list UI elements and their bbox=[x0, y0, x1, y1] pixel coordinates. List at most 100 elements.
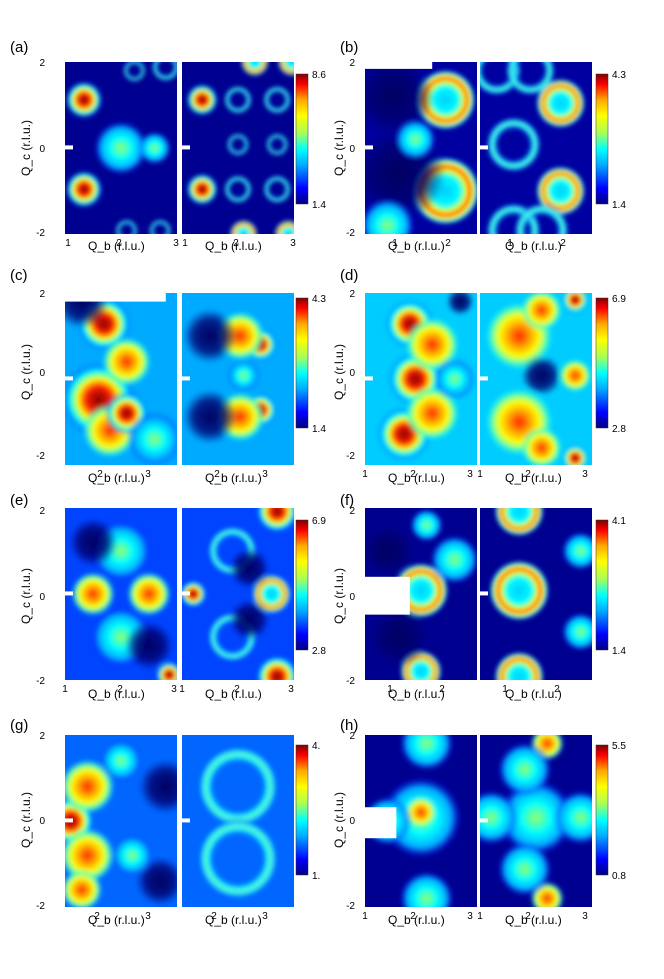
x-axis-label: Q_b (r.l.u.) bbox=[88, 913, 145, 927]
y-tick-label: 0 bbox=[39, 368, 45, 379]
x-axis-label: Q_b (r.l.u.) bbox=[505, 239, 562, 253]
map-calculated-0-feature-7 bbox=[266, 133, 288, 156]
map-calculated-1-feature-0 bbox=[536, 79, 585, 128]
y-axis-label: Q_c (r.l.u.) bbox=[332, 568, 346, 624]
map-measured-4-feature-0 bbox=[71, 572, 115, 616]
map-measured-6-zero-marker bbox=[65, 818, 73, 823]
x-tick-label: 2 bbox=[94, 911, 100, 922]
colorbar-max-label: 4. bbox=[312, 741, 320, 752]
map-calculated-4-feature-6 bbox=[229, 548, 270, 589]
map-calculated-0 bbox=[182, 62, 294, 234]
map-calculated-4 bbox=[182, 508, 294, 680]
map-calculated-2-feature-4 bbox=[183, 309, 237, 363]
map-measured-0-feature-7 bbox=[149, 219, 171, 234]
map-measured-6-feature-2 bbox=[65, 828, 115, 883]
map-measured-4-zero-marker bbox=[65, 591, 73, 596]
map-measured-1-no-data-0 bbox=[365, 62, 433, 69]
x-tick-label: 1 bbox=[507, 238, 513, 249]
y-axis-label: Q_c (r.l.u.) bbox=[19, 344, 33, 400]
panel-d: (d) 2 0 -2 1 1 2 2 3 3 Q_b (r.l.u.) Q_b (r.l.u.) Q_c… bbox=[332, 267, 626, 485]
colorbar-max-label: 8.6 bbox=[312, 70, 326, 81]
map-measured-0-feature-6 bbox=[115, 219, 138, 234]
x-tick-label: 1 bbox=[362, 911, 368, 922]
map-measured-2-feature-5 bbox=[127, 412, 177, 465]
colorbar-min-label: 1. bbox=[312, 871, 320, 882]
x-axis-label: Q_b (r.l.u.) bbox=[505, 471, 562, 485]
map-calculated-0-feature-9 bbox=[278, 62, 294, 76]
x-axis-label: Q_b (r.l.u.) bbox=[88, 687, 145, 701]
map-calculated-1-feature-6 bbox=[514, 203, 569, 234]
y-tick-label: 2 bbox=[349, 58, 355, 69]
x-axis-label: Q_b (r.l.u.) bbox=[388, 471, 445, 485]
map-calculated-1 bbox=[480, 62, 592, 234]
x-tick-label: 3 bbox=[171, 684, 177, 695]
map-calculated-7-feature-0 bbox=[498, 779, 574, 856]
map-calculated-2-feature-6 bbox=[227, 359, 260, 392]
colorbar-min-label: 2.8 bbox=[312, 646, 326, 657]
map-calculated-0-feature-5 bbox=[263, 175, 291, 203]
map-calculated-7 bbox=[480, 735, 592, 907]
map-measured-7-no-data-0 bbox=[365, 807, 397, 839]
y-axis-label: Q_c (r.l.u.) bbox=[332, 344, 346, 400]
x-tick-label: 1 bbox=[387, 684, 393, 695]
map-calculated-0-zero-marker bbox=[182, 145, 190, 150]
colorbar bbox=[595, 297, 609, 429]
map-calculated-4-zero-marker bbox=[182, 591, 190, 596]
x-tick-label: 1 bbox=[182, 238, 188, 249]
map-calculated-0-feature-2 bbox=[224, 86, 252, 114]
panel-label: (c) bbox=[10, 267, 28, 284]
map-calculated-4-feature-0 bbox=[182, 580, 207, 608]
y-tick-label: -2 bbox=[36, 451, 45, 462]
colorbar-min-label: 1.4 bbox=[312, 200, 326, 211]
y-tick-label: 2 bbox=[349, 731, 355, 742]
map-measured-4-feature-5 bbox=[124, 621, 174, 670]
colorbar bbox=[295, 744, 309, 876]
colorbar bbox=[595, 73, 609, 205]
map-calculated-2-zero-marker bbox=[182, 376, 190, 381]
map-measured-4 bbox=[65, 508, 177, 680]
map-measured-6-feature-5 bbox=[100, 740, 142, 781]
map-calculated-5-feature-2 bbox=[495, 652, 544, 680]
y-tick-label: -2 bbox=[346, 451, 355, 462]
map-calculated-6-feature-0 bbox=[197, 746, 279, 827]
map-measured-5-zero-marker bbox=[365, 591, 373, 596]
x-axis-label: Q_b (r.l.u.) bbox=[505, 913, 562, 927]
x-axis-label: Q_b (r.l.u.) bbox=[205, 913, 262, 927]
panel-g: (g)20-22 23 3Q_b (r.l.u.) Q_b (r.l.u.)Q_c (… bbox=[10, 717, 320, 927]
y-tick-label: -2 bbox=[346, 901, 355, 912]
map-calculated-6-zero-marker bbox=[182, 818, 190, 823]
x-tick-label: 3 bbox=[582, 911, 588, 922]
x-tick-label: 3 bbox=[173, 238, 179, 249]
x-tick-label: 1 bbox=[62, 684, 68, 695]
x-tick-label: 1 bbox=[477, 911, 483, 922]
map-measured-3-feature-5 bbox=[446, 293, 474, 316]
x-tick-label: 3 bbox=[262, 911, 268, 922]
colorbar bbox=[295, 73, 309, 205]
y-tick-label: -2 bbox=[346, 228, 355, 239]
map-calculated-2 bbox=[182, 293, 294, 465]
x-tick-label: 3 bbox=[582, 469, 588, 480]
map-calculated-3-feature-2 bbox=[561, 293, 589, 314]
y-tick-label: 2 bbox=[39, 731, 45, 742]
colorbar-max-label: 5.5 bbox=[612, 741, 626, 752]
x-tick-label: 3 bbox=[467, 911, 473, 922]
colorbar-max-label: 4.3 bbox=[612, 70, 626, 81]
y-tick-label: -2 bbox=[36, 901, 45, 912]
y-tick-label: 2 bbox=[349, 506, 355, 517]
panel-label: (h) bbox=[340, 717, 358, 734]
map-measured-6-feature-3 bbox=[138, 759, 177, 814]
panels-layer: (a)20-21 12 23 3Q_b (r.l.u.) Q_b (r.l.u.)Q_c… bbox=[10, 39, 626, 927]
map-measured-0 bbox=[65, 62, 177, 234]
map-calculated-2-feature-5 bbox=[183, 389, 237, 444]
x-tick-label: 1 bbox=[179, 684, 185, 695]
map-measured-7-feature-1 bbox=[404, 796, 438, 829]
map-calculated-3-feature-4 bbox=[559, 359, 592, 392]
colorbar-min-label: 0.8 bbox=[612, 871, 626, 882]
y-tick-label: 2 bbox=[39, 506, 45, 517]
map-measured-0-feature-4 bbox=[94, 121, 148, 175]
colorbar-max-label: 6.9 bbox=[612, 294, 626, 305]
panel-label: (a) bbox=[10, 39, 28, 56]
x-axis-label: Q_b (r.l.u.) bbox=[388, 687, 445, 701]
map-measured-7-zero-marker bbox=[365, 818, 373, 823]
map-measured-6 bbox=[65, 735, 177, 907]
